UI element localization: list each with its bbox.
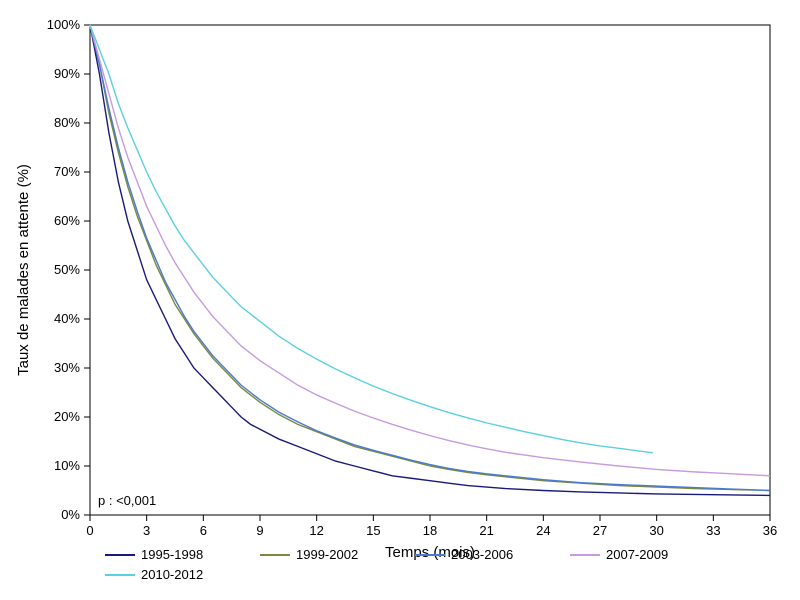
y-tick-label: 70% [54, 164, 80, 179]
x-tick-label: 21 [479, 523, 493, 538]
y-tick-label: 0% [61, 507, 80, 522]
x-tick-label: 24 [536, 523, 550, 538]
x-tick-label: 3 [143, 523, 150, 538]
legend-label: 1995-1998 [141, 547, 203, 562]
x-tick-label: 6 [200, 523, 207, 538]
legend-label: 1999-2002 [296, 547, 358, 562]
x-tick-label: 36 [763, 523, 777, 538]
x-tick-label: 27 [593, 523, 607, 538]
x-tick-label: 9 [256, 523, 263, 538]
x-tick-label: 15 [366, 523, 380, 538]
y-tick-label: 20% [54, 409, 80, 424]
x-tick-label: 0 [86, 523, 93, 538]
y-tick-label: 30% [54, 360, 80, 375]
y-tick-label: 80% [54, 115, 80, 130]
p-value-text: p : <0,001 [98, 493, 156, 508]
y-axis-label: Taux de malades en attente (%) [15, 164, 32, 376]
y-tick-label: 90% [54, 66, 80, 81]
x-tick-label: 12 [309, 523, 323, 538]
x-tick-label: 33 [706, 523, 720, 538]
y-tick-label: 100% [47, 17, 81, 32]
y-tick-label: 40% [54, 311, 80, 326]
chart-svg: 0%10%20%30%40%50%60%70%80%90%100%0369121… [0, 0, 800, 600]
y-tick-label: 10% [54, 458, 80, 473]
legend-label: 2003-2006 [451, 547, 513, 562]
survival-chart: 0%10%20%30%40%50%60%70%80%90%100%0369121… [0, 0, 800, 600]
legend-label: 2007-2009 [606, 547, 668, 562]
y-tick-label: 60% [54, 213, 80, 228]
x-tick-label: 30 [649, 523, 663, 538]
x-tick-label: 18 [423, 523, 437, 538]
legend-label: 2010-2012 [141, 567, 203, 582]
y-tick-label: 50% [54, 262, 80, 277]
